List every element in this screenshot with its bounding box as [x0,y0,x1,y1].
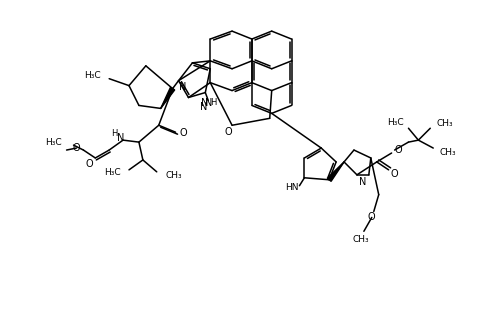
Text: O: O [391,169,398,179]
Text: N: N [200,102,207,112]
Text: CH₃: CH₃ [166,171,182,180]
Text: H₃C: H₃C [387,118,403,127]
Text: O: O [86,159,93,169]
Text: CH₃: CH₃ [439,147,456,157]
Polygon shape [327,162,344,181]
Text: H₃C: H₃C [105,168,121,177]
Text: O: O [73,143,80,153]
Text: O: O [180,128,187,138]
Text: CH₃: CH₃ [353,235,369,244]
Text: H: H [210,99,217,108]
Text: O: O [394,145,402,155]
Text: H₃C: H₃C [45,138,62,146]
Text: H: H [111,129,117,138]
Text: O: O [368,212,376,222]
Text: N: N [205,99,212,108]
Text: N: N [179,82,186,91]
Text: HN: HN [285,183,298,192]
Text: H₃C: H₃C [85,71,101,80]
Text: O: O [224,127,232,137]
Text: N: N [359,177,367,187]
Text: N: N [201,99,208,108]
Text: N: N [118,133,125,143]
Polygon shape [161,87,175,108]
Text: CH₃: CH₃ [436,119,453,128]
